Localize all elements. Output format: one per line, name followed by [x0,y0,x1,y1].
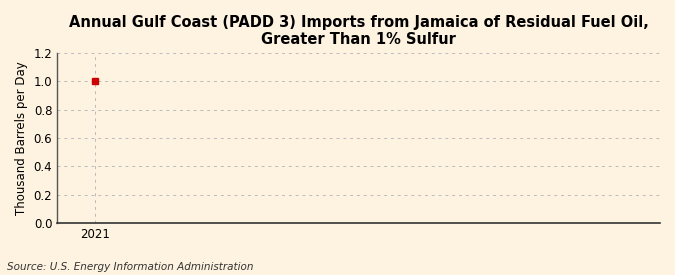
Title: Annual Gulf Coast (PADD 3) Imports from Jamaica of Residual Fuel Oil, Greater Th: Annual Gulf Coast (PADD 3) Imports from … [69,15,649,47]
Text: Source: U.S. Energy Information Administration: Source: U.S. Energy Information Administ… [7,262,253,272]
Y-axis label: Thousand Barrels per Day: Thousand Barrels per Day [15,61,28,215]
